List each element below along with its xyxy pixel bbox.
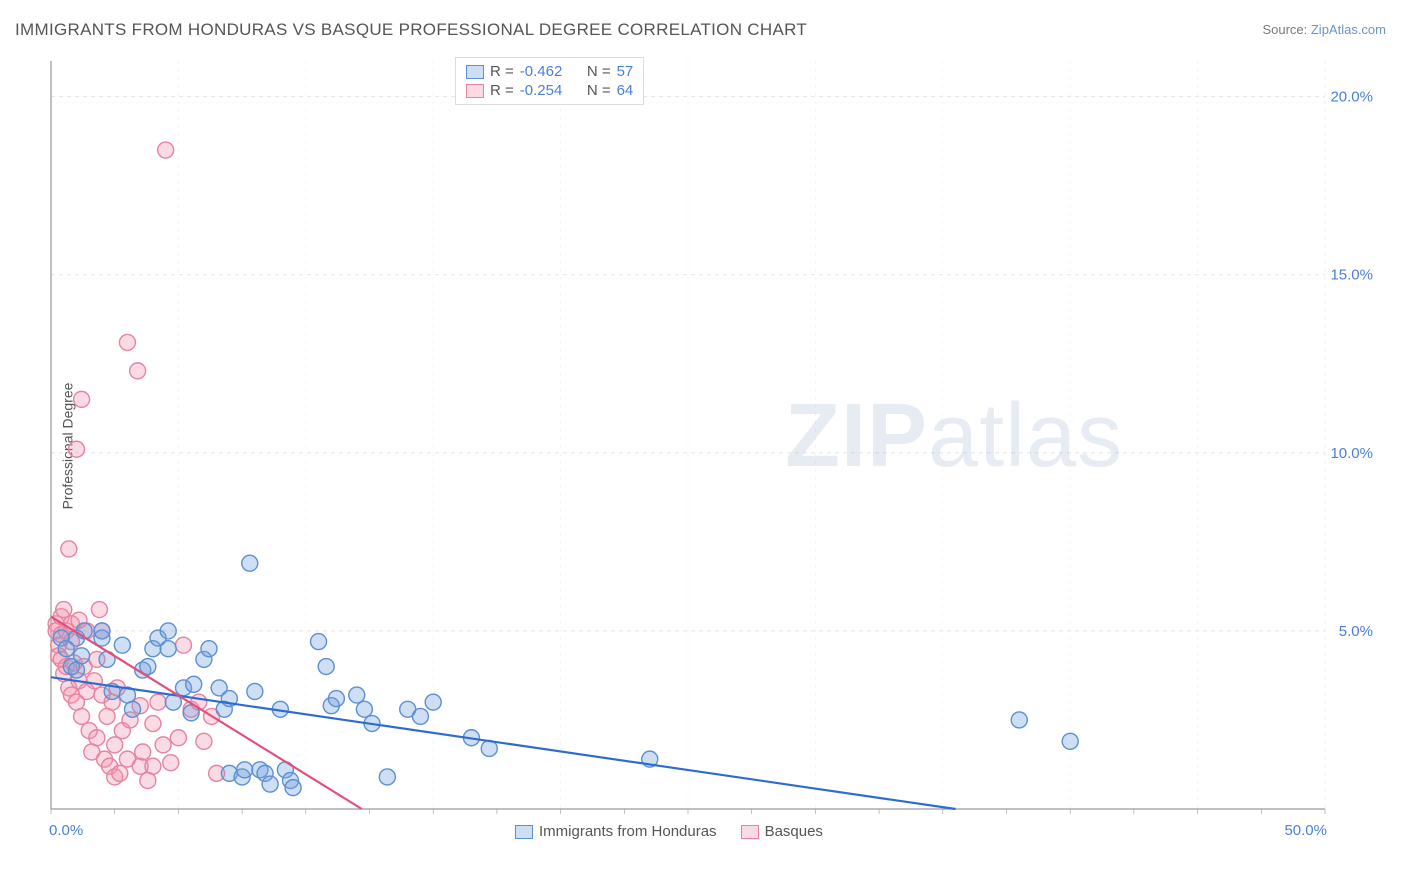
correlation-row: R = -0.462 N = 57	[466, 62, 633, 81]
source-attribution: Source: ZipAtlas.com	[1262, 22, 1386, 37]
legend-swatch-pink	[741, 825, 759, 839]
chart-plot-area: 5.0%10.0%15.0%20.0%0.0%50.0% ZIPatlas R …	[45, 55, 1385, 845]
r-label: R =	[490, 63, 514, 80]
legend-swatch	[466, 84, 484, 98]
n-label: N =	[587, 82, 611, 99]
r-label: R =	[490, 82, 514, 99]
n-value: 57	[617, 63, 634, 80]
svg-text:10.0%: 10.0%	[1330, 445, 1373, 462]
r-value: -0.462	[520, 63, 563, 80]
legend-label-series1: Immigrants from Honduras	[539, 823, 717, 840]
svg-text:5.0%: 5.0%	[1339, 623, 1373, 640]
legend-swatch	[466, 65, 484, 79]
n-value: 64	[617, 82, 634, 99]
series-legend: Immigrants from Honduras Basques	[515, 823, 823, 840]
correlation-row: R = -0.254 N = 64	[466, 81, 633, 100]
source-link[interactable]: ZipAtlas.com	[1311, 22, 1386, 37]
svg-text:50.0%: 50.0%	[1284, 822, 1327, 839]
correlation-legend: R = -0.462 N = 57 R = -0.254 N = 64	[455, 57, 644, 105]
svg-text:0.0%: 0.0%	[49, 822, 83, 839]
legend-label-series2: Basques	[765, 823, 823, 840]
n-label: N =	[587, 63, 611, 80]
scatter-chart: 5.0% 10.0% 15.0% 20.0% 0.0% 50.0%	[45, 55, 1385, 845]
svg-text:20.0%: 20.0%	[1330, 89, 1373, 106]
chart-title: IMMIGRANTS FROM HONDURAS VS BASQUE PROFE…	[15, 20, 807, 40]
legend-swatch-blue	[515, 825, 533, 839]
legend-item-series1: Immigrants from Honduras	[515, 823, 717, 840]
source-label: Source:	[1262, 22, 1310, 37]
svg-text:15.0%: 15.0%	[1330, 267, 1373, 284]
r-value: -0.254	[520, 82, 563, 99]
legend-item-series2: Basques	[741, 823, 823, 840]
